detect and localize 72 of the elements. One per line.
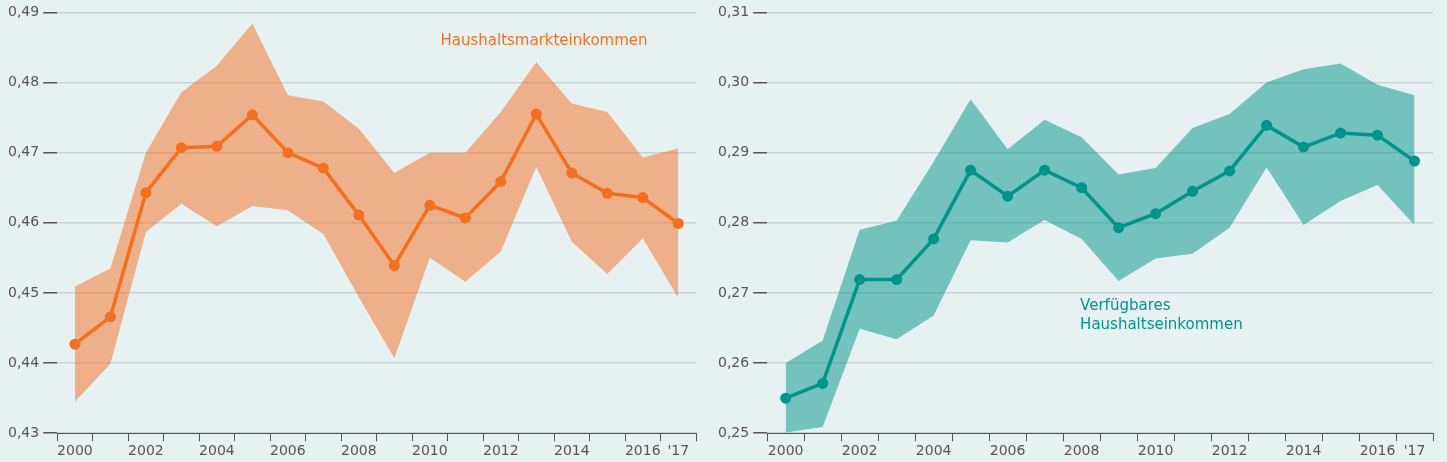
- x-tick-label: 2000: [767, 442, 804, 459]
- point: [1261, 119, 1273, 131]
- point: [1335, 127, 1347, 139]
- point: [1002, 190, 1014, 202]
- point: [854, 274, 866, 286]
- point: [672, 218, 684, 229]
- x-tick-label: 2012: [482, 442, 519, 459]
- x-tick-label: 2006: [989, 442, 1026, 459]
- point: [1224, 165, 1236, 177]
- point: [780, 392, 792, 404]
- y-tick-label: 0,48: [8, 73, 40, 90]
- x-tick-label: 2014: [553, 442, 590, 459]
- x-tick-label: '17: [1403, 442, 1426, 459]
- x-tick-label: 2008: [341, 442, 377, 459]
- point: [424, 199, 436, 211]
- point: [928, 233, 940, 245]
- point: [175, 142, 187, 154]
- point: [965, 164, 977, 176]
- point: [459, 212, 471, 224]
- point: [69, 338, 81, 350]
- y-tick-label: 0,27: [718, 283, 750, 300]
- y-tick-label: 0,43: [8, 423, 40, 440]
- x-tick-label: 2006: [270, 442, 306, 459]
- y-tick-label: 0,46: [8, 213, 40, 230]
- point: [104, 311, 116, 323]
- text: Haushaltsmarkteinkommen: [440, 30, 648, 49]
- x-tick-label: 2012: [1211, 442, 1248, 459]
- point: [637, 192, 649, 204]
- point: [246, 109, 258, 121]
- point: [817, 377, 829, 389]
- point: [140, 187, 152, 199]
- x-tick-label: 2004: [915, 442, 952, 459]
- y-tick-label: 0,26: [718, 353, 750, 370]
- x-tick-label: 2002: [841, 442, 878, 459]
- text: Verfügbares Haushaltseinkommen: [1080, 295, 1243, 333]
- y-tick-label: 0,47: [8, 143, 40, 160]
- point: [1409, 155, 1421, 167]
- x-tick-label: 2004: [199, 442, 235, 459]
- point: [211, 140, 223, 152]
- point: [566, 167, 578, 179]
- y-tick-label: 0,30: [718, 73, 750, 90]
- point: [282, 147, 294, 159]
- point: [317, 162, 329, 174]
- x-tick-label: 2002: [128, 442, 164, 459]
- x-tick-label: 2010: [412, 442, 448, 459]
- y-tick-label: 0,28: [718, 213, 750, 230]
- point: [1150, 208, 1162, 220]
- point: [1187, 185, 1199, 197]
- y-tick-label: 0,45: [8, 283, 40, 300]
- y-tick-label: 0,49: [8, 3, 40, 20]
- x-tick-label: '17: [667, 442, 690, 459]
- x-tick-label: 2016: [1359, 442, 1396, 459]
- point: [495, 175, 507, 187]
- point: [601, 187, 613, 199]
- y-tick-label: 0,31: [718, 3, 750, 20]
- point: [1372, 129, 1384, 141]
- point: [1298, 141, 1310, 153]
- y-tick-label: 0,44: [8, 353, 40, 370]
- x-tick-label: 2008: [1063, 442, 1100, 459]
- point: [1076, 182, 1088, 194]
- point: [353, 209, 365, 221]
- point: [891, 274, 903, 286]
- y-tick-label: 0,25: [718, 423, 750, 440]
- point: [1039, 164, 1051, 176]
- point: [1113, 222, 1125, 234]
- y-tick-label: 0,29: [718, 143, 750, 160]
- point: [388, 260, 400, 272]
- x-tick-label: 2014: [1285, 442, 1322, 459]
- x-tick-label: 2016: [624, 442, 661, 459]
- x-tick-label: 2010: [1137, 442, 1174, 459]
- x-tick-label: 2000: [57, 442, 93, 459]
- point: [530, 108, 542, 120]
